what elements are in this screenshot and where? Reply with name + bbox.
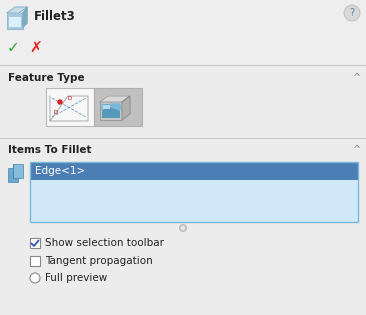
Text: Full preview: Full preview bbox=[45, 273, 107, 283]
Circle shape bbox=[58, 100, 62, 104]
Bar bbox=[30, 180, 358, 222]
Circle shape bbox=[344, 5, 360, 21]
Circle shape bbox=[179, 225, 187, 232]
Circle shape bbox=[30, 273, 40, 283]
Text: ✓: ✓ bbox=[7, 41, 19, 55]
Bar bbox=[100, 102, 122, 120]
Text: Show selection toolbar: Show selection toolbar bbox=[45, 238, 164, 248]
Polygon shape bbox=[23, 7, 27, 27]
Polygon shape bbox=[7, 7, 27, 13]
Bar bbox=[13, 164, 23, 178]
Text: D: D bbox=[53, 111, 57, 116]
Text: Items To Fillet: Items To Fillet bbox=[8, 145, 92, 155]
Bar bbox=[7, 13, 23, 29]
Bar bbox=[0, 0, 366, 65]
Bar bbox=[30, 238, 40, 248]
Bar bbox=[103, 105, 110, 109]
Polygon shape bbox=[122, 96, 130, 120]
Polygon shape bbox=[102, 104, 120, 110]
Bar bbox=[30, 162, 358, 180]
Text: D: D bbox=[68, 96, 72, 101]
Text: ^: ^ bbox=[353, 145, 361, 155]
Bar bbox=[94, 88, 142, 126]
Text: Tangent propagation: Tangent propagation bbox=[45, 256, 153, 266]
Bar bbox=[30, 162, 358, 222]
Circle shape bbox=[181, 226, 185, 230]
Text: ✗: ✗ bbox=[30, 41, 42, 55]
Bar bbox=[8, 168, 18, 182]
Text: Edge<1>: Edge<1> bbox=[35, 166, 85, 176]
Text: Feature Type: Feature Type bbox=[8, 73, 85, 83]
Text: Fillet3: Fillet3 bbox=[34, 10, 76, 24]
Polygon shape bbox=[100, 96, 130, 102]
Text: ^: ^ bbox=[353, 73, 361, 83]
Bar bbox=[102, 104, 120, 118]
Bar bbox=[46, 88, 94, 126]
Bar bbox=[30, 256, 40, 266]
Bar bbox=[9, 17, 21, 27]
Text: ?: ? bbox=[350, 8, 355, 18]
